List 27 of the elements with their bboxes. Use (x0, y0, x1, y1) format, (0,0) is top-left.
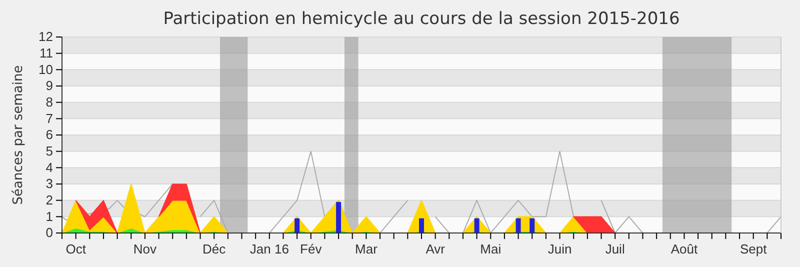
y-tick-label: 2 (46, 192, 53, 208)
x-tick-label: Mar (354, 242, 378, 257)
x-tick-label: Oct (66, 242, 86, 257)
y-tick-label: 7 (46, 110, 53, 126)
x-tick-label: Juin (548, 242, 572, 257)
y-tick-label: 8 (46, 94, 53, 110)
chart-title: Participation en hemicycle au cours de la session 2015-2016 (163, 9, 680, 29)
x-tick-label: Juil (605, 242, 625, 257)
x-tick-label: Août (670, 242, 698, 257)
y-tick-label: 4 (46, 160, 53, 175)
y-tick-label: 11 (40, 45, 53, 60)
y-tick-label: 10 (38, 62, 53, 77)
y-tick-label: 6 (46, 127, 53, 142)
x-tick-label: Jan 16 (250, 242, 289, 257)
y-tick-label: 9 (46, 78, 53, 94)
x-tick-label: Sept (740, 242, 768, 257)
x-tick-label: Déc (202, 242, 226, 257)
y-axis-title: Séances par semaine (11, 65, 26, 205)
y-tick-label: 5 (46, 143, 53, 158)
x-tick-label: Fév (300, 242, 322, 257)
y-tick-label: 1 (46, 208, 53, 224)
x-tick-label: Mai (480, 242, 502, 257)
y-tick-label: 0 (46, 225, 53, 240)
x-tick-label: Avr (426, 242, 446, 257)
y-tick-label: 3 (46, 176, 53, 192)
y-tick-label: 12 (38, 29, 53, 44)
x-tick-label: Nov (133, 242, 158, 257)
